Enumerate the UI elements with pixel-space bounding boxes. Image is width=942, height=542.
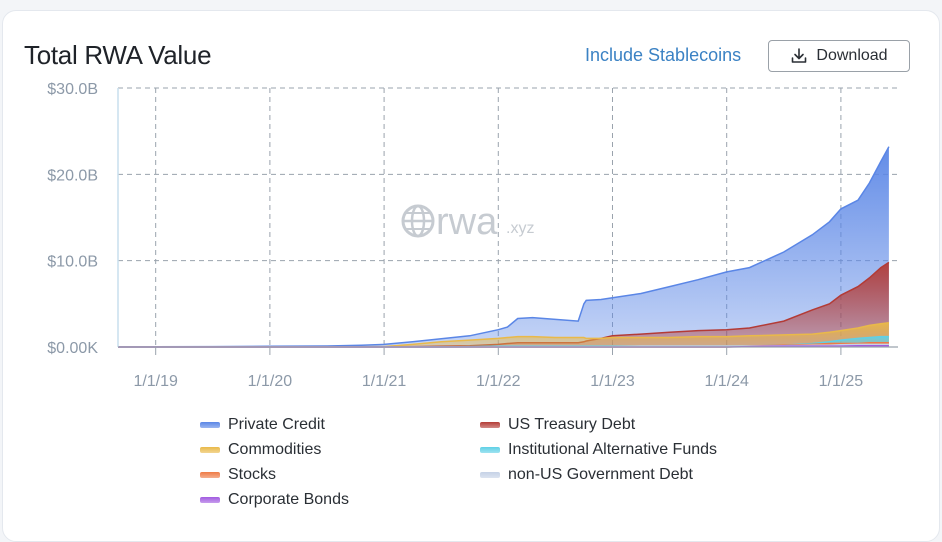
series-area-private-credit <box>118 146 889 347</box>
legend-item[interactable]: Private Credit <box>200 416 325 434</box>
y-tick-label: $0.00K <box>47 340 98 357</box>
legend-label: Private Credit <box>228 416 325 433</box>
legend-swatch <box>200 422 220 428</box>
legend-label: Corporate Bonds <box>228 491 349 508</box>
legend-label: non-US Government Debt <box>508 466 693 483</box>
download-icon <box>790 47 808 65</box>
watermark: rwa .xyz <box>401 201 534 243</box>
series-area-commodities <box>118 322 889 347</box>
x-tick-label: 1/1/19 <box>133 373 178 390</box>
legend-swatch <box>480 472 500 478</box>
watermark-suffix: .xyz <box>506 220 534 237</box>
legend-label: US Treasury Debt <box>508 416 636 433</box>
legend-swatch <box>200 497 220 503</box>
legend-item[interactable]: US Treasury Debt <box>480 416 635 434</box>
axes: $0.00K $10.0B $20.0B $30.0B 1/1/19 1/1/20 1/1/… <box>47 81 898 390</box>
legend-swatch <box>480 422 500 428</box>
y-tick-label: $20.0B <box>47 167 98 184</box>
watermark-brand: rwa <box>436 201 498 243</box>
legend-item[interactable]: Institutional Alternative Funds <box>480 441 717 459</box>
download-button[interactable]: Download <box>768 40 910 72</box>
series-line-private-credit <box>117 146 890 348</box>
legend-swatch <box>200 447 220 453</box>
legend-swatch <box>200 472 220 478</box>
x-tick-label: 1/1/20 <box>248 373 293 390</box>
rwa-area-chart: rwa .xyz $0.00K $10.0B $20.0B $30.0B 1/1/19 1… <box>47 81 898 390</box>
legend-item[interactable]: Corporate Bonds <box>200 491 349 509</box>
y-tick-label: $30.0B <box>47 81 98 98</box>
legend-label: Commodities <box>228 441 322 458</box>
y-tick-label: $10.0B <box>47 254 98 271</box>
legend-item[interactable]: non-US Government Debt <box>480 466 693 484</box>
legend-item[interactable]: Commodities <box>200 441 321 459</box>
x-tick-label: 1/1/24 <box>704 373 749 390</box>
download-label: Download <box>816 47 888 64</box>
legend-item[interactable]: Stocks <box>200 466 276 484</box>
x-tick-label: 1/1/22 <box>476 373 521 390</box>
x-tick-label: 1/1/23 <box>590 373 635 390</box>
legend-swatch <box>480 447 500 453</box>
legend-label: Institutional Alternative Funds <box>508 441 718 458</box>
series-areas <box>117 146 890 348</box>
x-tick-label: 1/1/21 <box>362 373 407 390</box>
legend-label: Stocks <box>228 466 277 483</box>
include-stablecoins-link[interactable]: Include Stablecoins <box>585 45 742 65</box>
globe-icon <box>401 204 435 238</box>
page-title: Total RWA Value <box>24 40 212 70</box>
x-tick-label: 1/1/25 <box>819 373 864 390</box>
legend: Private Credit US Treasury Debt Commoditie… <box>200 416 800 516</box>
